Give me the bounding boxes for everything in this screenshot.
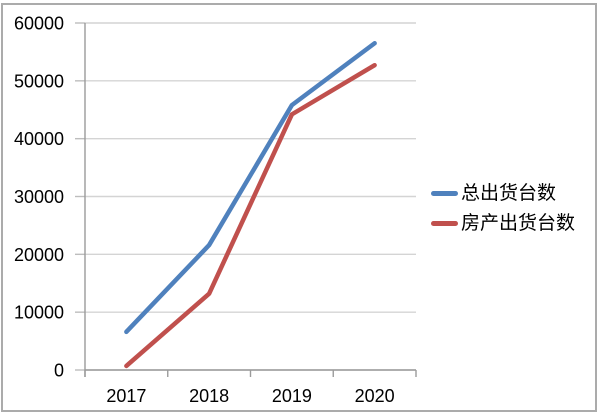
y-axis-tick-label: 10000: [14, 303, 64, 323]
y-axis-tick-label: 20000: [14, 245, 64, 265]
y-axis-tick-label: 40000: [14, 129, 64, 149]
x-axis-tick-label: 2019: [272, 386, 312, 406]
x-axis-tick-label: 2018: [189, 386, 229, 406]
legend-label-total-shipments: 总出货台数: [461, 182, 557, 204]
x-axis-tick-label: 2017: [106, 386, 146, 406]
legend: 总出货台数 房产出货台数: [431, 178, 575, 238]
series-line-0: [124, 40, 377, 335]
y-axis-tick-label: 50000: [14, 71, 64, 91]
legend-item-total-shipments: 总出货台数: [431, 178, 575, 208]
y-axis-tick-label: 0: [54, 361, 64, 381]
y-axis-tick-label: 30000: [14, 187, 64, 207]
legend-line-swatch-blue: [431, 190, 458, 196]
chart-frame: [1, 3, 597, 412]
legend-label-realestate-shipments: 房产出货台数: [461, 212, 576, 234]
legend-line-swatch-red: [431, 220, 458, 226]
legend-item-realestate-shipments: 房产出货台数: [431, 208, 575, 238]
x-axis-tick-label: 2020: [355, 386, 395, 406]
series-line-1: [124, 62, 377, 369]
y-axis-tick-label: 60000: [14, 14, 64, 34]
